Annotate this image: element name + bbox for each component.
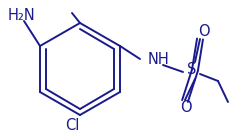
Text: O: O bbox=[180, 99, 192, 115]
Text: Cl: Cl bbox=[65, 118, 79, 132]
Text: O: O bbox=[198, 25, 210, 39]
Text: NH: NH bbox=[148, 52, 170, 66]
Text: S: S bbox=[187, 62, 197, 78]
Text: H₂N: H₂N bbox=[8, 8, 36, 22]
